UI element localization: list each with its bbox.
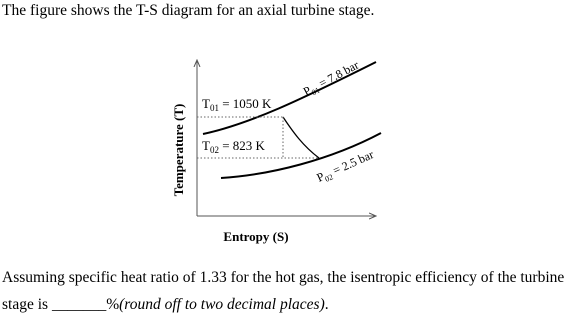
subscript: 01 — [210, 103, 219, 113]
intro-text: The figure shows the T-S diagram for an … — [2, 2, 375, 19]
value: = 823 K — [219, 138, 266, 153]
instruction: (round off to two decimal places) — [119, 296, 325, 313]
unit: % — [106, 296, 120, 313]
subscript: 01 — [310, 86, 321, 98]
y-axis-label: Temperature (T) — [171, 104, 186, 197]
p02-label: P02 = 2.5 bar — [315, 147, 377, 186]
expansion-line — [282, 116, 320, 159]
isobar-p02 — [220, 132, 382, 179]
value: = 1050 K — [219, 96, 272, 111]
subscript: 02 — [210, 145, 219, 155]
p01-label: P01 = 7.8 bar — [301, 58, 362, 101]
t01-label: T01 = 1050 K — [202, 96, 272, 113]
question-text: Assuming specific heat ratio of 1.33 for… — [2, 264, 572, 318]
subscript: 02 — [323, 172, 334, 183]
symbol: T — [202, 138, 210, 153]
question-part: Assuming specific heat ratio of 1.33 for… — [2, 269, 565, 313]
value: = 2.5 bar — [328, 147, 376, 179]
symbol: T — [202, 96, 210, 111]
x-axis-label: Entropy (S) — [223, 229, 288, 244]
value: = 7.8 bar — [314, 58, 361, 92]
isobar-p01 — [202, 61, 377, 135]
ts-diagram: Temperature (T) Entropy (S) T01 = 1050 K… — [171, 58, 382, 244]
t02-label: T02 = 823 K — [202, 138, 266, 155]
period: . — [324, 296, 329, 313]
answer-blank: _______ — [51, 296, 107, 313]
